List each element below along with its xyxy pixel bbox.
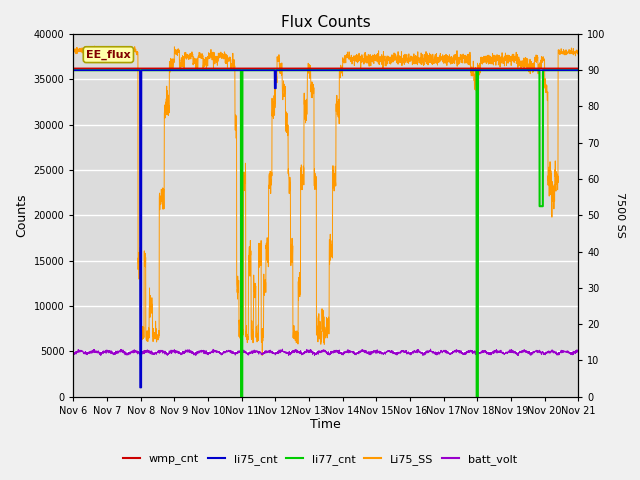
Y-axis label: Counts: Counts bbox=[15, 193, 28, 237]
X-axis label: Time: Time bbox=[310, 419, 341, 432]
Y-axis label: 7500 SS: 7500 SS bbox=[615, 192, 625, 238]
Title: Flux Counts: Flux Counts bbox=[281, 15, 371, 30]
Legend: wmp_cnt, li75_cnt, li77_cnt, Li75_SS, batt_volt: wmp_cnt, li75_cnt, li77_cnt, Li75_SS, ba… bbox=[119, 450, 521, 469]
Text: EE_flux: EE_flux bbox=[86, 49, 131, 60]
